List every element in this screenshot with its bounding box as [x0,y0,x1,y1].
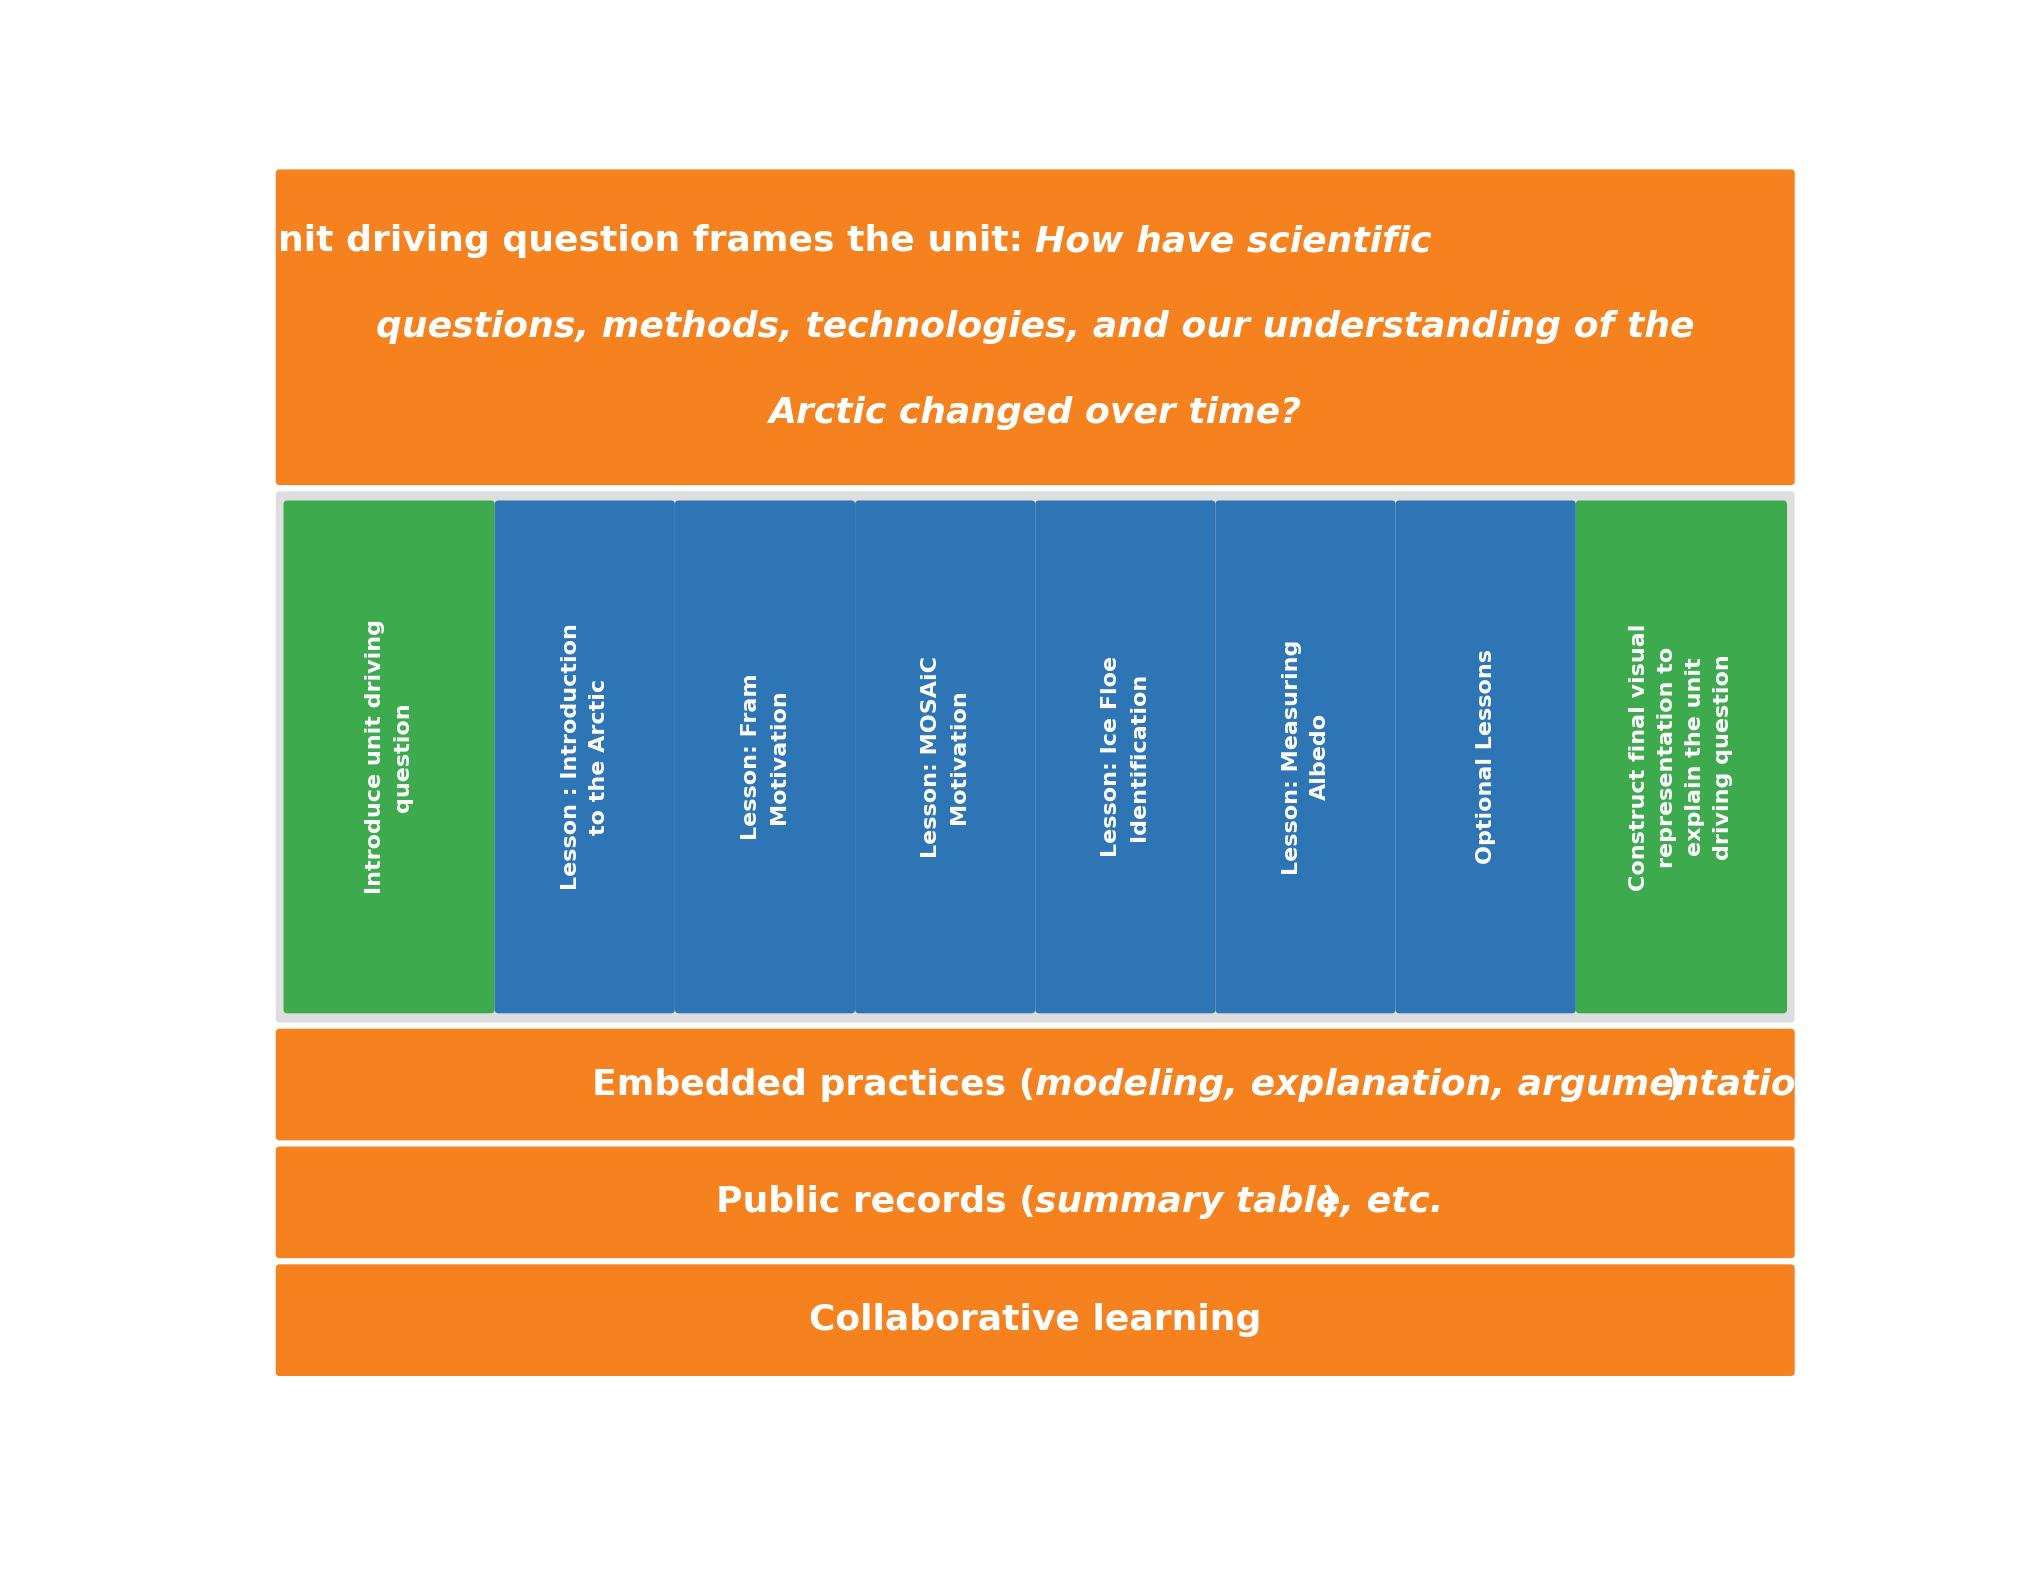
Text: Collaborative learning: Collaborative learning [810,1303,1260,1338]
Text: modeling, explanation, argumentation, etc.: modeling, explanation, argumentation, et… [1034,1067,1925,1102]
Text: Embedded practices (: Embedded practices ( [592,1067,1034,1102]
FancyBboxPatch shape [854,500,1034,1014]
Text: Construct final visual
representation to
explain the unit
driving question: Construct final visual representation to… [1630,623,1733,891]
FancyBboxPatch shape [1034,500,1216,1014]
Text: Arctic changed over time?: Arctic changed over time? [770,396,1301,431]
Text: Lesson: MOSAiC
Motivation: Lesson: MOSAiC Motivation [921,656,970,858]
Text: ): ) [1321,1185,1337,1220]
Text: Lesson: Fram
Motivation: Lesson: Fram Motivation [741,673,790,839]
FancyBboxPatch shape [1396,500,1576,1014]
FancyBboxPatch shape [277,1264,1794,1376]
FancyBboxPatch shape [277,170,1794,486]
Text: Lesson : Introduction
to the Arctic: Lesson : Introduction to the Arctic [562,624,608,890]
Text: Lesson: Ice Floe
Identification: Lesson: Ice Floe Identification [1101,657,1149,857]
FancyBboxPatch shape [1216,500,1396,1014]
Text: Engaging unit driving question frames the unit:: Engaging unit driving question frames th… [48,223,1034,258]
Text: Lesson: Measuring
Albedo: Lesson: Measuring Albedo [1281,640,1329,874]
Text: questions, methods, technologies, and our understanding of the: questions, methods, technologies, and ou… [376,310,1695,344]
Text: summary table, etc.: summary table, etc. [1034,1185,1444,1220]
FancyBboxPatch shape [495,500,675,1014]
FancyBboxPatch shape [277,1146,1794,1258]
FancyBboxPatch shape [277,1028,1794,1140]
FancyBboxPatch shape [277,492,1794,1022]
FancyBboxPatch shape [1576,500,1788,1014]
Text: How have scientific: How have scientific [1034,223,1432,258]
Text: Public records (: Public records ( [715,1185,1034,1220]
FancyBboxPatch shape [283,500,495,1014]
Text: ): ) [1664,1067,1681,1102]
FancyBboxPatch shape [675,500,854,1014]
Text: Optional Lessons: Optional Lessons [1477,649,1495,865]
Text: Introduce unit driving
question: Introduce unit driving question [366,619,414,894]
